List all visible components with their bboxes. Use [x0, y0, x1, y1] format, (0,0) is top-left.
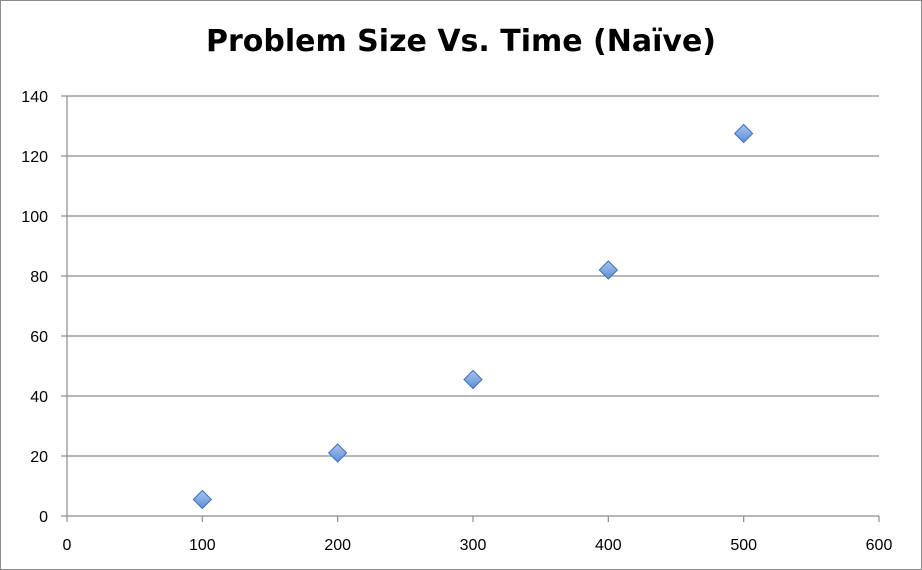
y-tick-label: 0 [39, 509, 48, 526]
axes [61, 95, 880, 522]
x-tick-label: 500 [730, 537, 757, 554]
data-point-diamond [463, 369, 483, 390]
y-tick-label: 60 [30, 329, 48, 346]
data-points [192, 123, 754, 510]
x-axis-ticks: 0 100 200 300 400 500 600 [63, 537, 893, 554]
y-tick-label: 120 [21, 149, 48, 166]
data-point-diamond [733, 123, 754, 144]
chart-title: Problem Size Vs. Time (Naïve) [205, 24, 716, 59]
x-tick-label: 100 [189, 537, 216, 554]
y-tick-label: 40 [30, 389, 48, 406]
x-tick-label: 0 [63, 537, 72, 554]
gridlines [67, 95, 879, 457]
data-point-diamond [192, 489, 213, 510]
y-tick-label: 20 [30, 449, 48, 466]
y-axis-ticks: 0 20 40 60 80 100 120 140 [21, 89, 48, 526]
x-tick-label: 200 [324, 537, 351, 554]
x-tick-label: 300 [460, 537, 487, 554]
data-point-diamond [327, 443, 348, 463]
x-tick-label: 400 [595, 537, 622, 554]
y-tick-label: 140 [21, 89, 48, 106]
data-point-diamond [598, 260, 619, 280]
x-tick-label: 600 [866, 537, 893, 554]
y-tick-label: 80 [30, 269, 48, 286]
y-tick-label: 100 [21, 209, 48, 226]
